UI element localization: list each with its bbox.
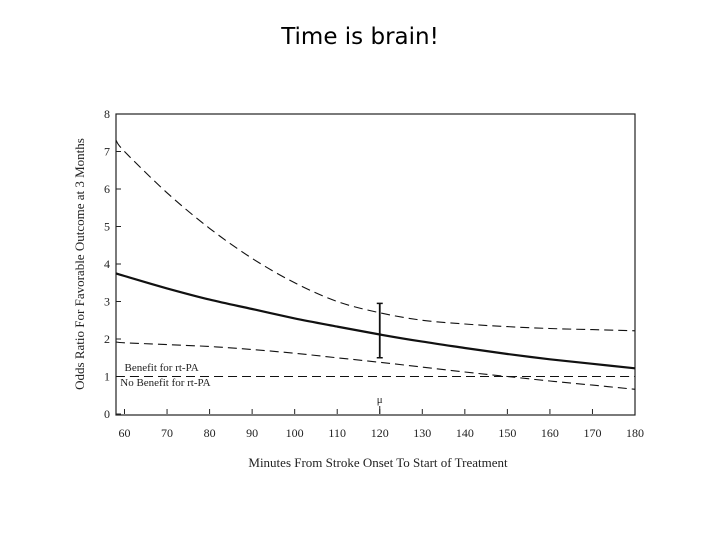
- x-tick-label: 120: [371, 426, 389, 440]
- upper-ci-line: [115, 139, 636, 332]
- x-tick-label: 100: [286, 426, 304, 440]
- y-tick-label: 4: [104, 257, 110, 271]
- y-axis-label: Odds Ratio For Favorable Outcome at 3 Mo…: [72, 138, 87, 390]
- y-tick-label: 3: [104, 295, 110, 309]
- x-tick-label: 180: [626, 426, 644, 440]
- x-tick-label: 150: [498, 426, 516, 440]
- lower-ci-line: [115, 341, 636, 390]
- benefit-label: Benefit for rt-PA: [125, 362, 199, 374]
- x-axis-ticks: 60 70 80 90 100 110 120 130 140 150 160 170 180: [119, 409, 644, 440]
- no-benefit-label: No Benefit for rt-PA: [120, 377, 210, 389]
- x-tick-label: 170: [583, 426, 601, 440]
- x-tick-label: 90: [246, 426, 258, 440]
- x-tick-label: 110: [328, 426, 346, 440]
- error-bar: [376, 302, 383, 414]
- y-tick-label: 5: [104, 220, 110, 234]
- estimate-line: [115, 272, 636, 370]
- y-tick-label: 1: [104, 370, 110, 384]
- x-tick-label: 60: [119, 426, 131, 440]
- x-tick-label: 140: [456, 426, 474, 440]
- y-axis-ticks: 0 1 2 3 4 5 6 7 8: [104, 107, 121, 421]
- y-tick-label: 2: [104, 332, 110, 346]
- x-axis-label: Minutes From Stroke Onset To Start of Tr…: [248, 455, 508, 470]
- slide-title: Time is brain!: [281, 24, 439, 50]
- annotations: Benefit for rt-PA No Benefit for rt-PA μ: [120, 362, 383, 406]
- series-lines: [115, 139, 636, 390]
- x-tick-label: 80: [204, 426, 216, 440]
- mu-label: μ: [377, 394, 383, 406]
- y-tick-label: 0: [104, 407, 110, 421]
- x-tick-label: 70: [161, 426, 173, 440]
- y-tick-label: 8: [104, 107, 110, 121]
- y-tick-label: 7: [104, 145, 110, 159]
- x-tick-label: 160: [541, 426, 559, 440]
- y-tick-label: 6: [104, 182, 110, 196]
- x-tick-label: 130: [413, 426, 431, 440]
